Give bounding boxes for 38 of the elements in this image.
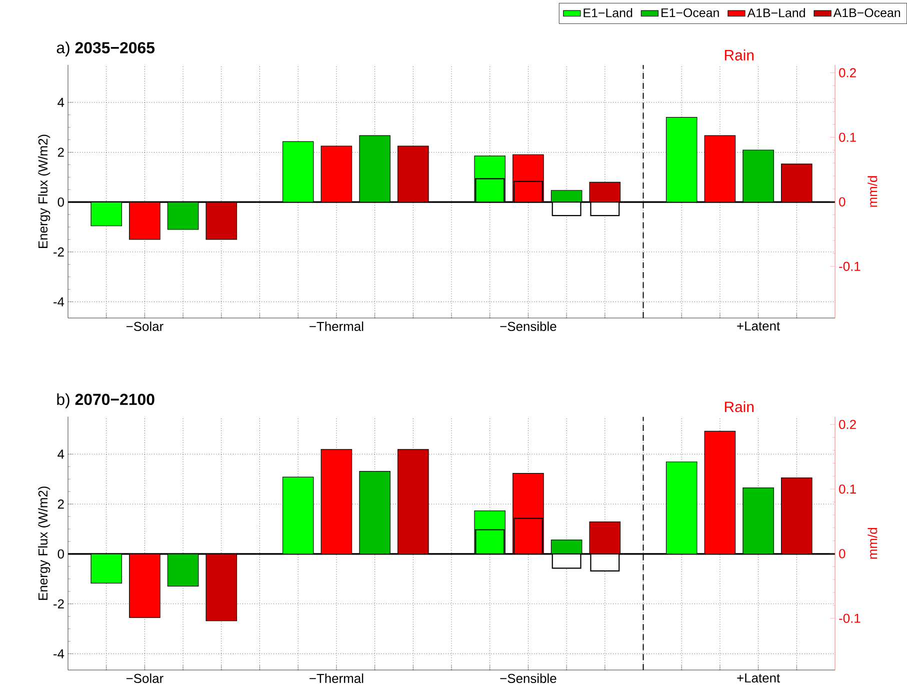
y-tick-label: 2	[58, 500, 64, 509]
y2-axis-title: mm/d	[868, 176, 878, 207]
y2-tick-label: 0.1	[839, 484, 856, 494]
y-tick-label: 4	[58, 450, 64, 459]
text: Rain	[724, 49, 754, 60]
x-tick-label: −Solar	[126, 674, 164, 684]
x-tick-label: −Sensible	[500, 322, 556, 332]
y2-tick-label: -0.1	[839, 614, 860, 623]
y-tick-label: 0	[58, 198, 64, 207]
y2-tick-label: 0.2	[839, 420, 856, 430]
y-axis-title: Energy Flux (W/m2)	[38, 486, 50, 600]
y-tick-label: -2	[54, 599, 64, 608]
legend-label: E1−Land	[584, 8, 632, 18]
y2-tick-label: 0	[839, 197, 846, 206]
y-tick-label: 4	[58, 98, 64, 107]
x-tick-label: +Latent	[737, 674, 780, 683]
x-tick-label: −Thermal	[310, 322, 364, 332]
y-tick-label: -4	[54, 297, 64, 306]
text: Rain	[724, 401, 754, 412]
y-tick-label: 0	[58, 549, 64, 559]
chart-title: b) 2070−2100	[57, 393, 154, 408]
x-tick-label: −Solar	[126, 322, 164, 332]
x-tick-label: +Latent	[737, 322, 780, 331]
legend-label: A1B−Ocean	[833, 8, 900, 18]
chart-title: a) 2035−2065	[56, 42, 155, 56]
x-tick-label: −Sensible	[500, 674, 556, 684]
y2-tick-label: 0.2	[839, 68, 856, 78]
y2-tick-label: -0.1	[839, 262, 860, 271]
legend-label: E1−Ocean	[662, 8, 719, 18]
y2-tick-label: 0.1	[839, 132, 856, 142]
y-tick-label: 2	[58, 148, 64, 157]
legend-label: A1B−Land	[747, 8, 805, 18]
x-tick-label: −Thermal	[310, 674, 364, 684]
y-axis-title: Energy Flux (W/m2)	[38, 134, 50, 248]
y-tick-label: -4	[54, 649, 64, 658]
y2-axis-title: mm/d	[868, 528, 878, 559]
y-tick-label: -2	[54, 247, 64, 256]
y2-tick-label: 0	[839, 549, 846, 558]
